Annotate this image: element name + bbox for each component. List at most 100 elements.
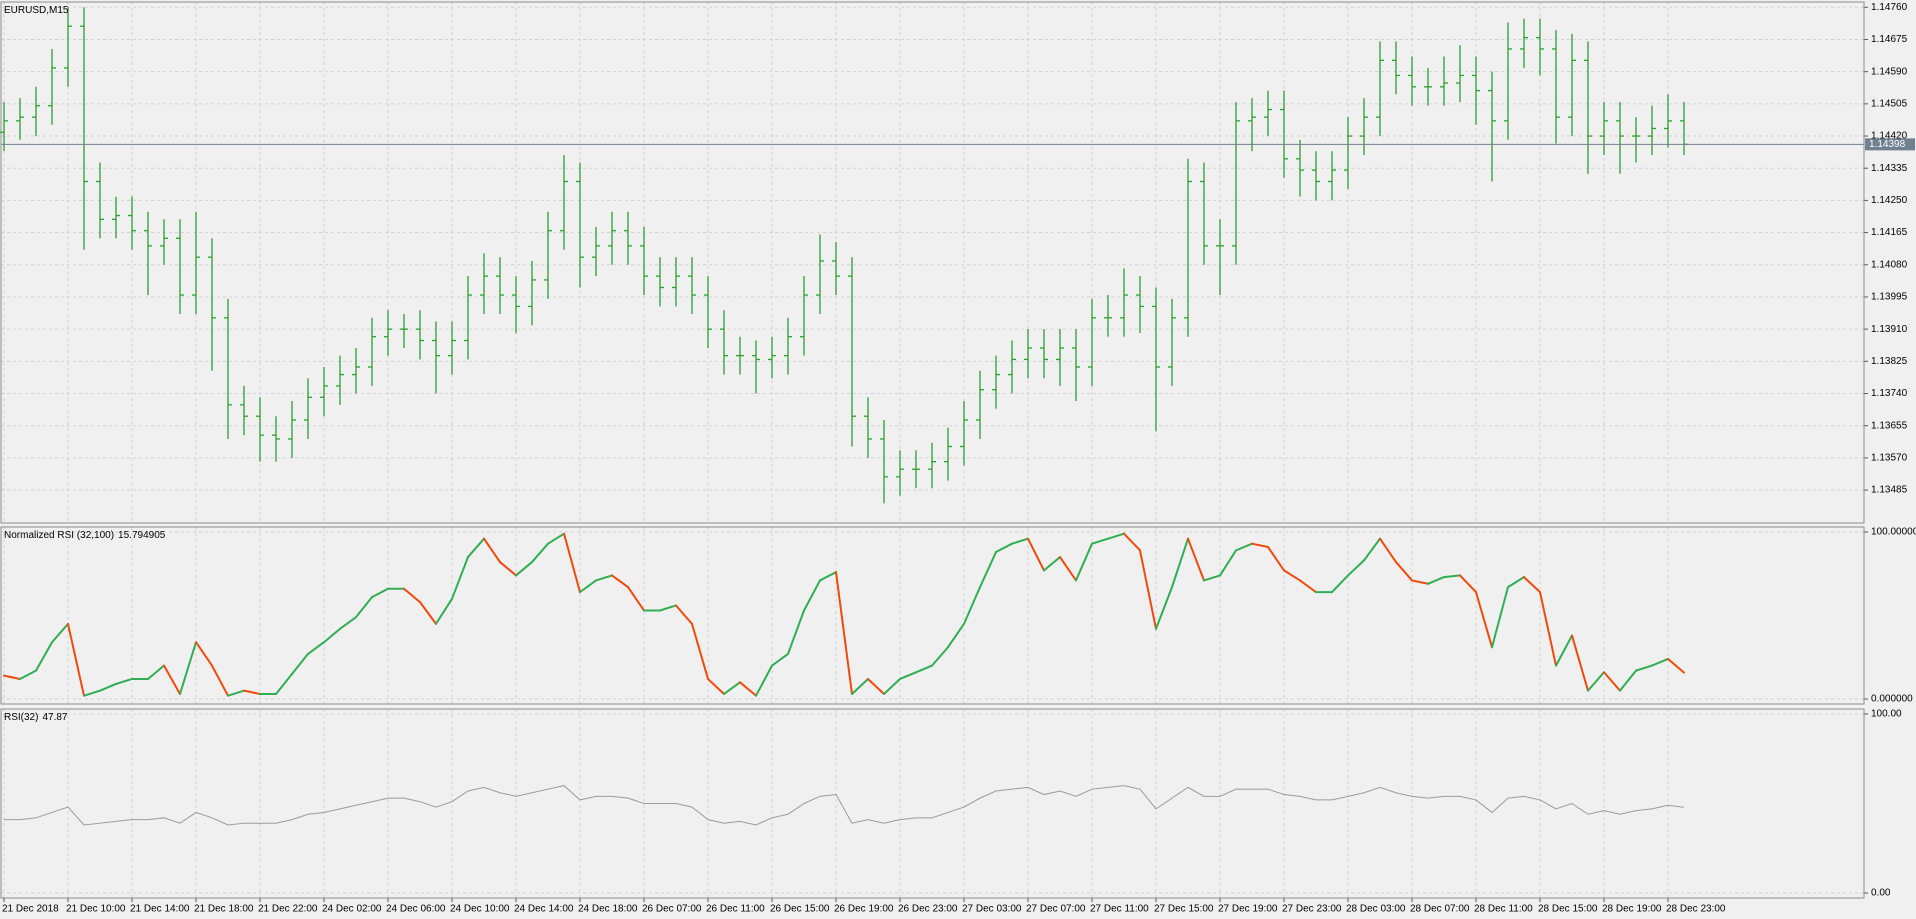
- indicator-segment: [3, 674, 21, 680]
- x-tick-label: 21 Dec 2018: [2, 904, 59, 915]
- y-tick-label: 100.000000: [1871, 527, 1916, 538]
- indicator-segment: [547, 532, 565, 545]
- indicator-segment: [1347, 559, 1365, 577]
- indicator-segment: [835, 571, 853, 695]
- indicator-segment: [1011, 537, 1029, 545]
- x-tick-label: 28 Dec 07:00: [1410, 904, 1470, 915]
- indicator-segment: [1443, 574, 1461, 579]
- indicator-segment: [1107, 532, 1125, 540]
- indicator-segment: [579, 579, 597, 594]
- y-tick-label: 1.14250: [1871, 195, 1908, 206]
- indicator-segment: [1139, 549, 1157, 630]
- indicator-segment: [147, 664, 165, 680]
- x-tick-label: 21 Dec 10:00: [66, 904, 126, 915]
- indicator-segment: [323, 627, 341, 644]
- indicator-segment: [163, 664, 181, 695]
- indicator-segment: [1187, 537, 1205, 582]
- panel-title: Normalized RSI (32,100) 15.794905: [4, 530, 166, 541]
- indicator-segment: [595, 574, 613, 582]
- indicator-segment: [467, 537, 485, 559]
- x-tick-label: 28 Dec 11:00: [1474, 904, 1533, 915]
- indicator-segment: [1427, 576, 1445, 585]
- indicator-segment: [1043, 556, 1061, 572]
- indicator-segment: [35, 641, 53, 672]
- indicator-segment: [51, 622, 69, 644]
- indicator-segment: [179, 641, 197, 695]
- indicator-segment: [979, 551, 997, 589]
- x-tick-label: 21 Dec 22:00: [258, 904, 318, 915]
- y-tick-label: 1.14590: [1871, 66, 1908, 77]
- indicator-segment: [1379, 537, 1397, 564]
- indicator-line: [4, 785, 1685, 826]
- x-tick-label: 21 Dec 14:00: [130, 904, 190, 915]
- x-tick-label: 27 Dec 11:00: [1090, 904, 1149, 915]
- indicator-segment: [403, 587, 421, 604]
- y-tick-label: 1.14420: [1871, 131, 1908, 142]
- panel-current-value: 15.794905: [118, 530, 166, 541]
- indicator-segment: [1235, 542, 1253, 552]
- indicator-segment: [1587, 671, 1605, 692]
- indicator-segment: [307, 641, 325, 655]
- indicator-segment: [1363, 537, 1381, 562]
- panel-current-value: 47.87: [42, 712, 67, 723]
- indicator-segment: [1603, 671, 1621, 692]
- y-tick-label: 1.13825: [1871, 356, 1908, 367]
- panel-frame: [0, 1, 1865, 524]
- indicator-segment: [771, 652, 789, 667]
- indicator-segment: [1523, 576, 1541, 594]
- x-tick-label: 27 Dec 15:00: [1154, 904, 1214, 915]
- indicator-segment: [115, 677, 133, 685]
- x-tick-label: 26 Dec 07:00: [642, 904, 702, 915]
- indicator-segment: [1203, 574, 1221, 582]
- panel-frame: [0, 526, 1865, 705]
- indicator-segment: [931, 646, 949, 667]
- y-tick-label: 1.13910: [1871, 324, 1908, 335]
- indicator-segment: [1251, 542, 1269, 549]
- indicator-segment: [819, 571, 837, 582]
- indicator-segment: [1283, 569, 1301, 582]
- indicator-segment: [723, 681, 741, 695]
- indicator-segment: [483, 537, 501, 564]
- indicator-segment: [1123, 532, 1141, 552]
- x-tick-label: 27 Dec 07:00: [1026, 904, 1086, 915]
- indicator-segment: [1507, 576, 1525, 589]
- indicator-segment: [1491, 586, 1509, 649]
- indicator-segment: [275, 672, 293, 695]
- y-tick-label: 1.13485: [1871, 485, 1908, 496]
- indicator-segment: [611, 574, 629, 589]
- indicator-segment: [1635, 664, 1653, 672]
- panel-title-text: EURUSD,M15: [4, 5, 69, 16]
- y-tick-label: 1.13995: [1871, 292, 1908, 303]
- indicator-segment: [451, 556, 469, 600]
- x-tick-label: 24 Dec 06:00: [386, 904, 446, 915]
- x-tick-label: 24 Dec 10:00: [450, 904, 510, 915]
- indicator-segment: [243, 689, 261, 695]
- indicator-segment: [1539, 591, 1557, 667]
- y-tick-label: 1.14760: [1871, 2, 1908, 13]
- x-tick-label: 27 Dec 23:00: [1282, 904, 1342, 915]
- indicator-segment: [435, 597, 453, 625]
- x-tick-label: 21 Dec 18:00: [194, 904, 254, 915]
- indicator-segment: [915, 664, 933, 674]
- indicator-segment: [339, 616, 357, 630]
- indicator-segment: [195, 641, 213, 667]
- indicator-segment: [755, 664, 773, 697]
- x-tick-label: 27 Dec 19:00: [1218, 904, 1278, 915]
- indicator-segment: [1331, 574, 1349, 594]
- indicator-segment: [1459, 574, 1477, 594]
- x-tick-label: 24 Dec 02:00: [322, 904, 382, 915]
- indicator-segment: [787, 609, 805, 655]
- indicator-segment: [867, 677, 885, 695]
- y-tick-label: 1.14335: [1871, 163, 1908, 174]
- indicator-segment: [291, 652, 309, 675]
- indicator-segment: [691, 622, 709, 680]
- y-tick-label: 1.13740: [1871, 388, 1908, 399]
- panel-title: RSI(32) 47.87: [4, 712, 68, 723]
- panel-title: EURUSD,M15: [4, 5, 69, 16]
- x-tick-label: 24 Dec 18:00: [578, 904, 638, 915]
- current-price-box: [1865, 138, 1915, 151]
- indicator-segment: [1075, 542, 1093, 582]
- x-tick-label: 28 Dec 23:00: [1666, 904, 1726, 915]
